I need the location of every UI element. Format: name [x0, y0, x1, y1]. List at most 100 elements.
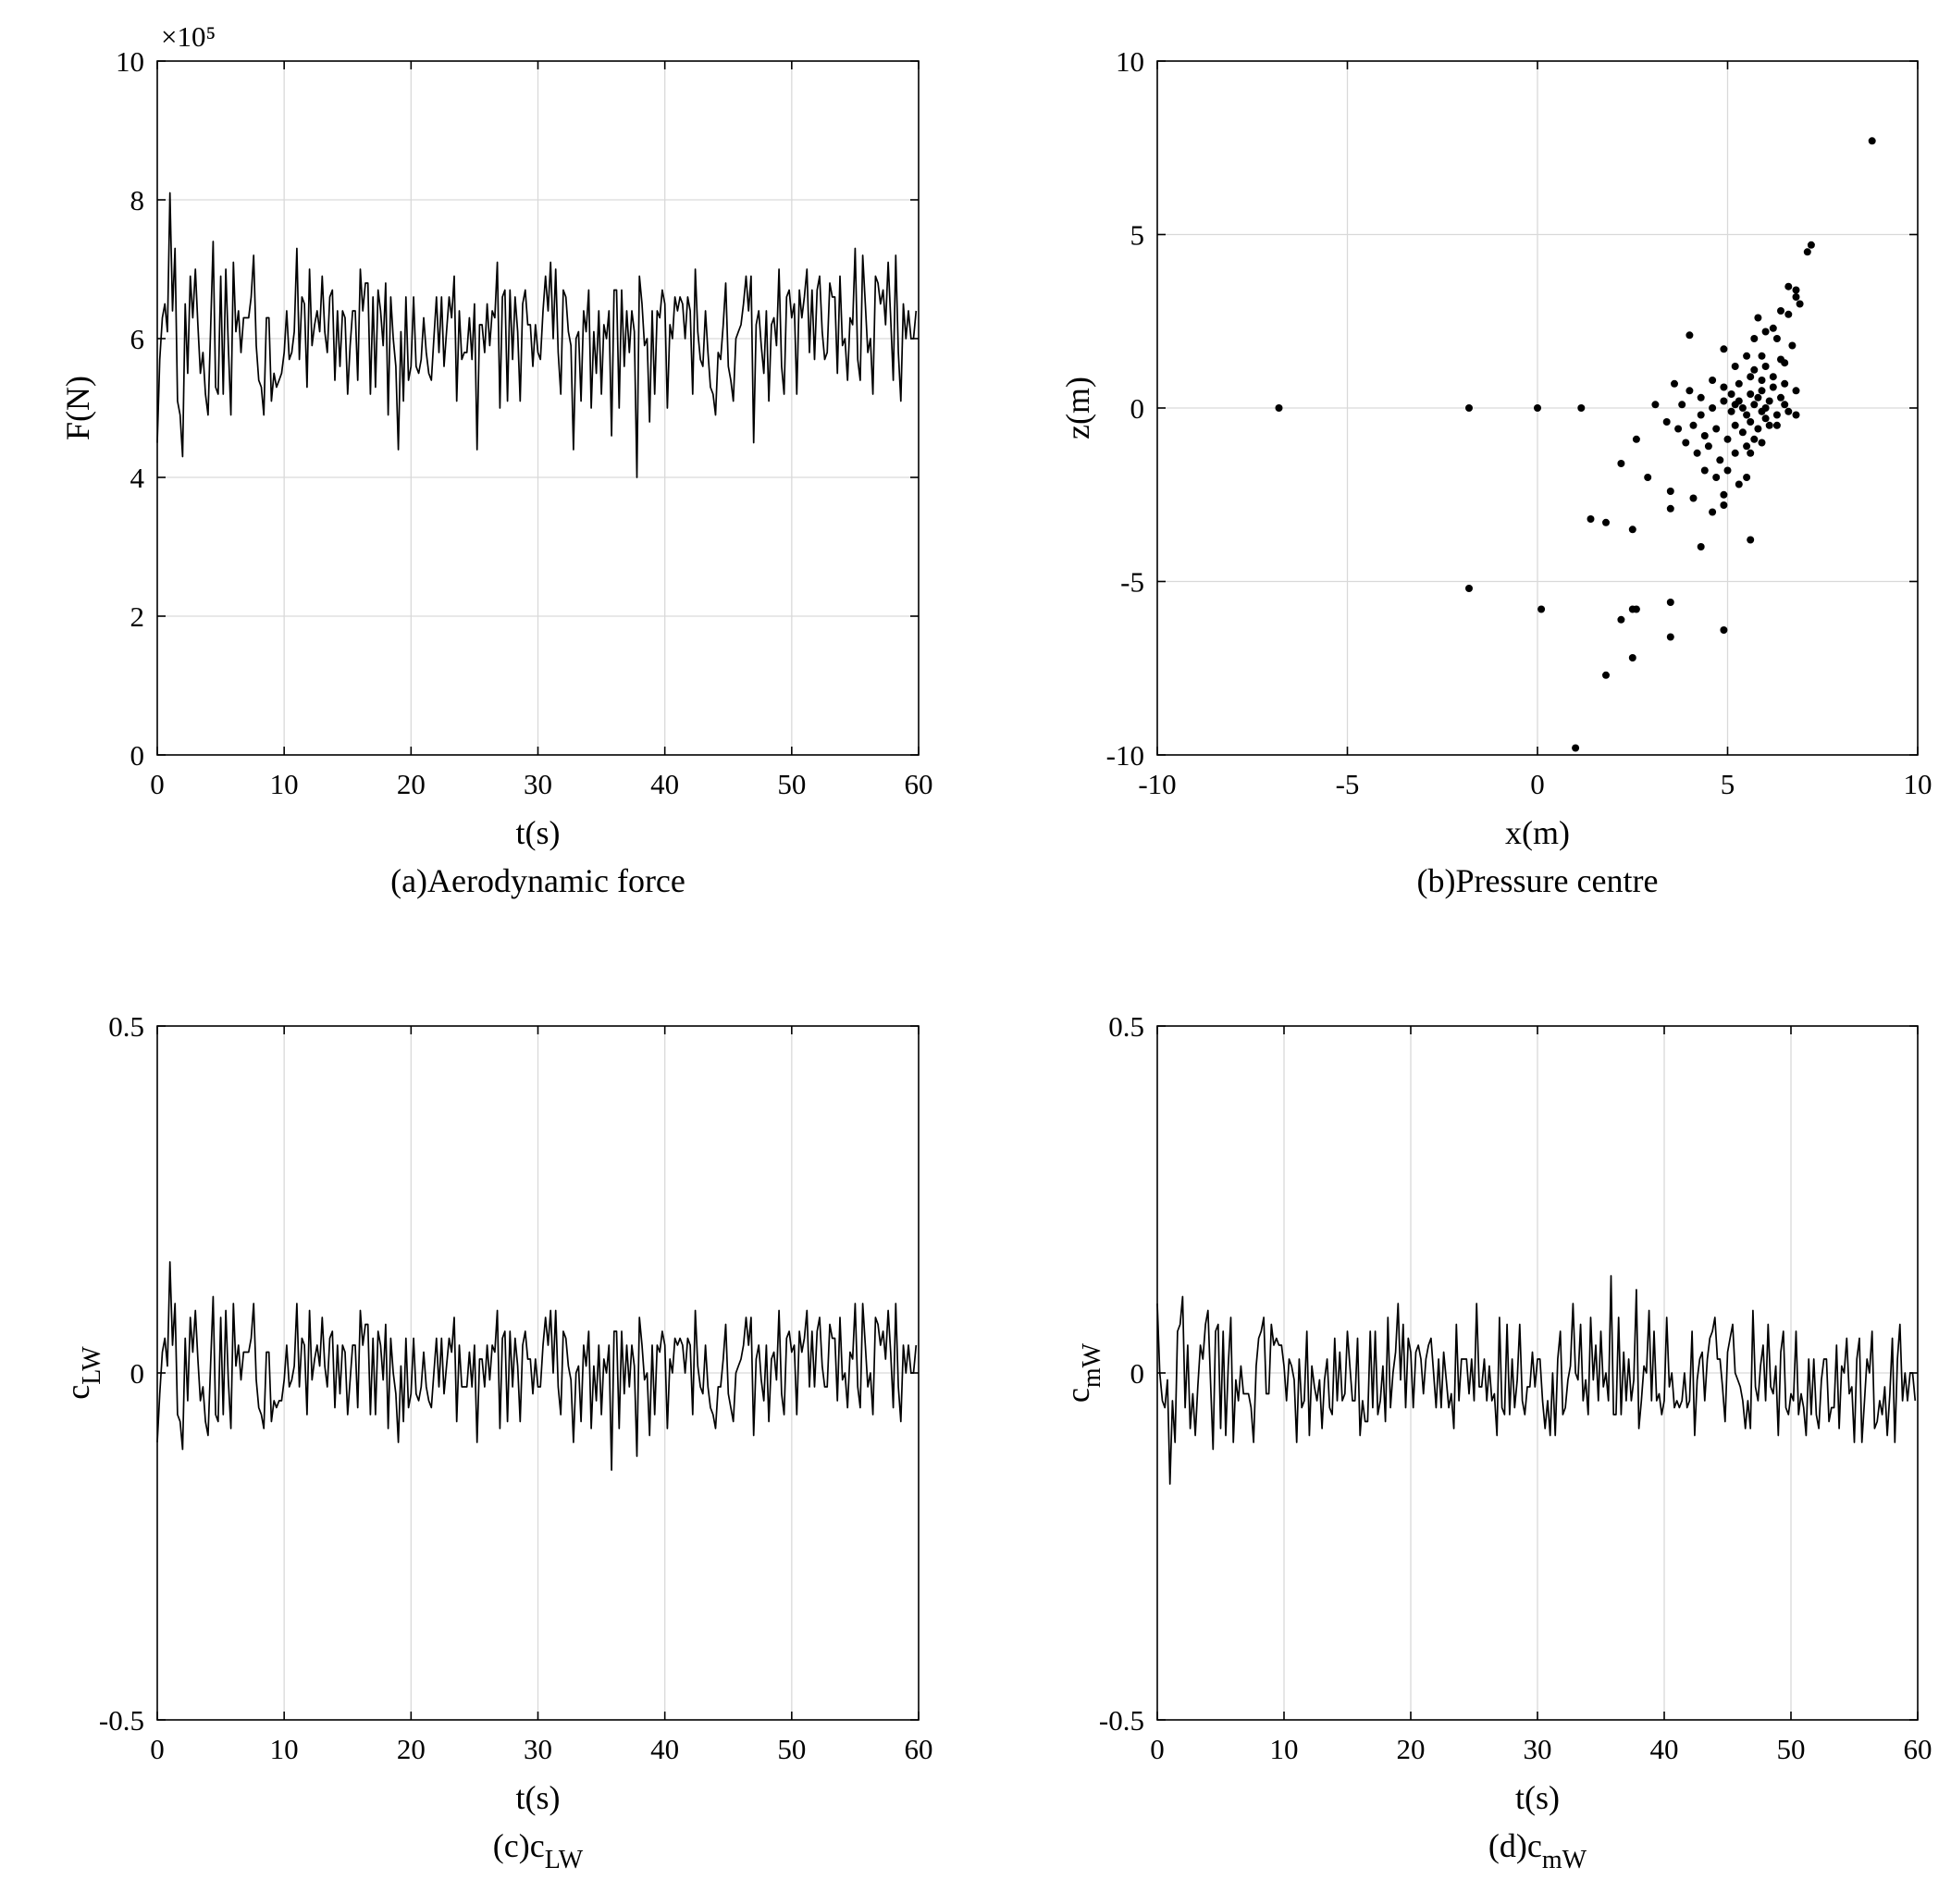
- panel-caption: (a)Aerodynamic force: [390, 862, 685, 899]
- scatter-point: [1803, 248, 1811, 256]
- scatter-point: [1682, 439, 1690, 447]
- scatter-point: [1704, 442, 1712, 451]
- y-tick-label: 0: [1130, 1357, 1145, 1390]
- y-tick-label: 4: [130, 462, 145, 494]
- scatter-point: [1628, 654, 1636, 661]
- scatter-point: [1758, 387, 1766, 395]
- scatter-point: [1747, 373, 1755, 381]
- y-tick-label: -0.5: [99, 1704, 144, 1737]
- scatter-point: [1781, 379, 1789, 388]
- scatter-point: [1731, 421, 1739, 429]
- scatter-point: [1587, 515, 1595, 523]
- scatter-point: [1465, 404, 1473, 412]
- scatter-point: [1754, 425, 1762, 433]
- scatter-point: [1754, 393, 1762, 402]
- y-tick-label: 2: [130, 600, 145, 633]
- scatter-point: [1738, 428, 1747, 437]
- y-exponent-label: ×10⁵: [161, 20, 216, 53]
- scatter-point: [1693, 449, 1701, 457]
- scatter-point: [1758, 352, 1766, 360]
- scatter-point: [1784, 407, 1793, 415]
- scatter-point: [1602, 671, 1610, 679]
- scatter-point: [1537, 605, 1546, 613]
- scatter-point: [1651, 401, 1660, 409]
- x-tick-label: 0: [150, 1733, 165, 1765]
- x-tick-label: 20: [397, 1733, 426, 1765]
- y-axis-label: cmW: [1059, 1342, 1106, 1403]
- scatter-point: [1738, 404, 1747, 412]
- scatter-point: [1731, 449, 1739, 457]
- scatter-point: [1666, 633, 1674, 641]
- scatter-point: [1686, 331, 1694, 340]
- scatter-point: [1761, 404, 1770, 412]
- panel-caption-main: (d)c: [1488, 1827, 1542, 1864]
- panel-caption-main: (c)c: [493, 1827, 545, 1864]
- x-axis-label: x(m): [1505, 814, 1570, 851]
- scatter-point: [1743, 352, 1751, 360]
- scatter-point: [1731, 401, 1739, 409]
- scatter-point: [1716, 456, 1724, 464]
- scatter-point: [1750, 335, 1759, 342]
- panel-c-clw: 0 10 20 30 40 50 60-0.500.5t(s)cLW(c)cLW: [59, 1010, 933, 1874]
- scatter-point: [1697, 393, 1705, 402]
- x-tick-label: 60: [905, 1733, 933, 1765]
- y-tick-label: 0: [130, 1357, 145, 1390]
- scatter-point: [1772, 335, 1781, 342]
- scatter-point: [1735, 480, 1743, 488]
- series-line: [1156, 1275, 1917, 1485]
- scatter-point: [1750, 435, 1759, 443]
- y-tick-label: 10: [1116, 45, 1144, 78]
- y-tick-label: 10: [116, 45, 144, 78]
- scatter-point: [1709, 377, 1717, 384]
- scatter-point: [1784, 310, 1793, 318]
- scatter-point: [1700, 466, 1709, 475]
- scatter-point: [1617, 615, 1625, 624]
- x-tick-label: 0: [150, 768, 165, 800]
- scatter-point: [1750, 365, 1759, 374]
- scatter-point: [1689, 421, 1698, 429]
- y-tick-label: -5: [1120, 566, 1144, 599]
- scatter-point: [1709, 404, 1717, 412]
- x-axis-label: t(s): [516, 814, 561, 851]
- x-tick-label: 10: [270, 768, 299, 800]
- scatter-point: [1686, 387, 1694, 395]
- x-tick-label: 50: [777, 768, 806, 800]
- scatter-point: [1674, 425, 1683, 433]
- scatter-point: [1697, 411, 1705, 419]
- y-tick-label: 0.5: [1108, 1010, 1144, 1043]
- x-tick-label: 0: [1530, 768, 1545, 800]
- y-tick-label: 5: [1130, 219, 1145, 252]
- scatter-point: [1712, 425, 1721, 433]
- x-tick-label: 30: [524, 768, 552, 800]
- x-tick-label: 30: [1524, 1733, 1552, 1765]
- scatter-point: [1720, 397, 1728, 405]
- scatter-point: [1781, 401, 1789, 409]
- x-tick-label: 50: [1777, 1733, 1806, 1765]
- x-tick-label: 5: [1721, 768, 1735, 800]
- y-axis-label-subscript: LW: [78, 1346, 106, 1385]
- scatter-point: [1761, 328, 1770, 336]
- scatter-point: [1868, 137, 1876, 145]
- scatter-point: [1700, 432, 1709, 439]
- scatter-point: [1792, 411, 1800, 419]
- x-axis-label: t(s): [516, 1779, 561, 1816]
- scatter-point: [1671, 379, 1678, 388]
- scatter-point: [1796, 300, 1804, 308]
- scatter-point: [1747, 390, 1755, 398]
- scatter-point: [1689, 494, 1698, 502]
- x-tick-label: 20: [1397, 1733, 1426, 1765]
- scatter-point: [1792, 286, 1800, 294]
- scatter-point: [1720, 626, 1728, 634]
- y-axis-label-main: c: [1059, 1388, 1096, 1403]
- scatter-point: [1577, 404, 1586, 412]
- x-tick-label: 40: [650, 768, 679, 800]
- panel-caption: (c)cLW: [493, 1827, 584, 1874]
- scatter-point: [1465, 585, 1473, 592]
- scatter-point: [1765, 397, 1773, 405]
- scatter-point: [1747, 536, 1755, 544]
- scatter-point: [1617, 460, 1625, 467]
- panel-d-cmw: 0 10 20 30 40 50 60-0.500.5t(s)cmW(d)cmW: [1059, 1010, 1932, 1874]
- y-axis-label: z(m): [1059, 377, 1096, 439]
- scatter-point: [1731, 363, 1739, 370]
- y-tick-label: 0: [1130, 392, 1145, 425]
